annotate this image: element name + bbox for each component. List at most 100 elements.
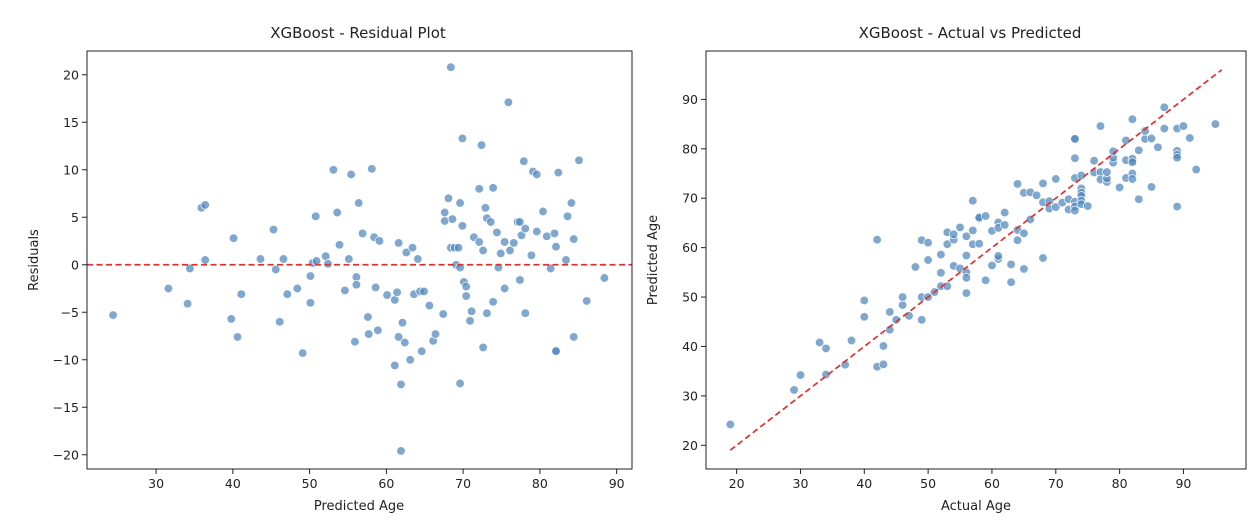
data-point	[228, 233, 239, 243]
data-point	[1159, 123, 1169, 134]
data-point	[417, 346, 427, 356]
data-point	[282, 289, 292, 299]
x-tick-label: 60	[984, 476, 1000, 491]
data-point	[878, 359, 889, 369]
data-point	[1134, 145, 1144, 155]
reference-line	[729, 69, 1223, 451]
y-tick-label: 20	[63, 67, 79, 82]
data-point	[447, 214, 458, 224]
y-axis-label: Residuals	[27, 229, 42, 291]
data-point	[891, 315, 901, 325]
data-point	[526, 250, 537, 260]
data-point	[1038, 253, 1048, 263]
data-point	[993, 251, 1003, 261]
data-point	[305, 271, 316, 281]
data-point	[396, 379, 406, 390]
data-point	[268, 224, 279, 235]
data-point	[392, 287, 402, 297]
data-point	[878, 341, 889, 351]
data-point	[1031, 190, 1042, 200]
data-point	[561, 255, 571, 265]
data-point	[1051, 174, 1061, 184]
data-point	[1210, 119, 1221, 129]
data-point	[725, 419, 735, 430]
y-tick-label: −10	[53, 352, 79, 367]
x-tick-label: 30	[148, 476, 164, 491]
data-point	[405, 355, 415, 365]
data-point	[496, 248, 506, 259]
data-point	[980, 211, 991, 221]
data-point	[1114, 182, 1125, 193]
data-point	[1146, 182, 1157, 192]
data-point	[226, 314, 236, 324]
data-point	[1127, 114, 1138, 124]
data-point	[968, 225, 978, 236]
data-point	[987, 260, 997, 271]
data-point	[401, 247, 411, 258]
data-point	[278, 254, 289, 264]
chart-title: XGBoost - Actual vs Predicted	[859, 24, 1082, 42]
data-point	[1019, 228, 1029, 238]
data-point	[400, 337, 410, 348]
data-point	[1153, 142, 1163, 152]
reference-line-group	[729, 69, 1223, 451]
data-point	[382, 290, 392, 300]
x-axis-label: Predicted Age	[314, 499, 404, 514]
data-point	[478, 342, 488, 353]
data-point	[1159, 102, 1169, 112]
data-point	[461, 291, 471, 301]
data-point	[232, 332, 243, 342]
y-tick-label: 20	[682, 438, 698, 453]
data-point	[505, 245, 515, 256]
chart-title: XGBoost - Residual Plot	[270, 24, 446, 42]
data-point	[599, 273, 610, 283]
data-point	[949, 229, 959, 239]
data-point	[438, 309, 448, 319]
x-tick-label: 80	[532, 476, 548, 491]
data-point	[509, 238, 519, 248]
data-point	[1146, 133, 1157, 144]
data-point	[466, 306, 477, 316]
data-point	[923, 255, 933, 265]
actual-vs-predicted-plot: XGBoost - Actual vs Predicted 20 30 40 50 60…	[646, 24, 1247, 514]
x-tick-label: 40	[225, 476, 241, 491]
data-point	[1127, 157, 1138, 167]
y-tick-label: 15	[63, 115, 79, 130]
data-point	[846, 335, 857, 346]
data-point	[814, 337, 825, 348]
data-point	[344, 254, 354, 264]
data-point	[821, 343, 831, 354]
data-point	[532, 226, 542, 237]
data-point	[480, 203, 491, 213]
data-point	[332, 207, 342, 218]
data-point	[488, 297, 498, 307]
data-point	[1019, 264, 1029, 274]
data-point	[936, 249, 946, 260]
data-point	[364, 329, 374, 339]
data-point	[478, 245, 488, 256]
x-axis-ticks: 30 40 50 60 70 80 90	[148, 469, 625, 491]
data-point	[1000, 207, 1010, 218]
data-point	[1089, 156, 1099, 166]
data-point	[542, 231, 552, 241]
data-point	[859, 312, 869, 322]
data-point	[1038, 178, 1048, 189]
data-point	[1006, 259, 1016, 270]
data-point	[334, 240, 345, 250]
data-point	[455, 198, 465, 208]
data-point	[538, 206, 548, 217]
data-points	[108, 62, 610, 456]
y-tick-label: 80	[682, 141, 698, 156]
data-point	[582, 296, 592, 306]
data-point	[936, 268, 946, 278]
data-point	[393, 332, 404, 342]
x-tick-label: 60	[378, 476, 394, 491]
data-point	[1051, 202, 1061, 212]
y-tick-label: 70	[682, 191, 698, 206]
data-point	[1070, 153, 1080, 163]
y-tick-label: 0	[71, 257, 79, 272]
data-point	[910, 262, 921, 272]
data-point	[163, 283, 174, 294]
data-point	[357, 228, 368, 239]
data-point	[980, 275, 991, 285]
